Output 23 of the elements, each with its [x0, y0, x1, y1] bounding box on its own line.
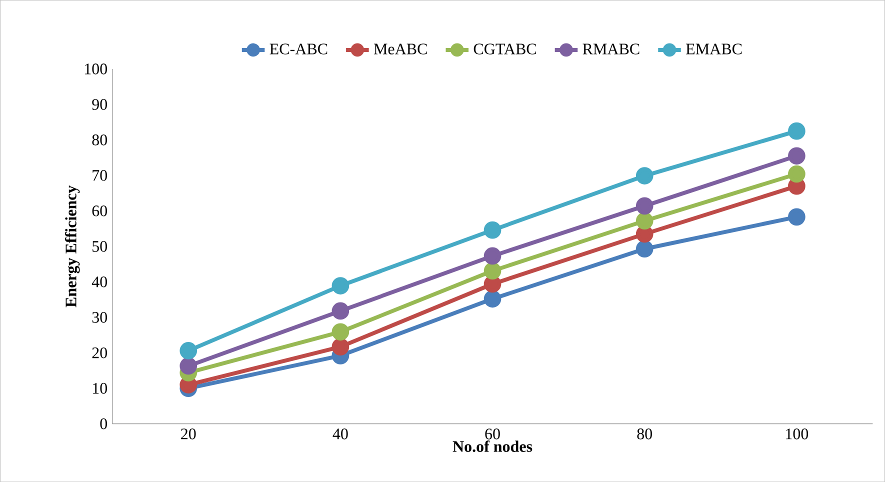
y-axis-title: Energy Efficiency	[64, 185, 80, 308]
y-tick-label: 0	[100, 418, 108, 430]
y-tick-label: 40	[92, 276, 108, 288]
y-tick-label: 90	[92, 99, 108, 110]
x-tick-label: 20	[181, 428, 196, 440]
legend-label: EC-ABC	[270, 44, 328, 54]
y-tick-label: 50	[92, 240, 108, 252]
y-tick-label: 100	[85, 64, 108, 74]
legend-label: CGTABC	[474, 44, 536, 54]
legend-label: RMABC	[582, 44, 640, 54]
y-tick-label: 70	[92, 170, 108, 181]
y-tick-label: 60	[92, 205, 108, 216]
legend-label: EMABC	[686, 44, 742, 54]
y-tick-label: 10	[93, 382, 108, 394]
legend-label: MeABC	[374, 44, 427, 54]
y-tick-label: 80	[92, 134, 108, 146]
x-tick-label: 60	[485, 428, 500, 440]
y-tick-label: 30	[92, 312, 108, 323]
x-tick-label: 80	[637, 428, 652, 440]
x-tick-label: 100	[786, 428, 808, 440]
x-tick-label: 40	[332, 428, 348, 440]
x-axis-title: No.of nodes	[452, 440, 532, 452]
y-tick-label: 20	[92, 347, 108, 358]
